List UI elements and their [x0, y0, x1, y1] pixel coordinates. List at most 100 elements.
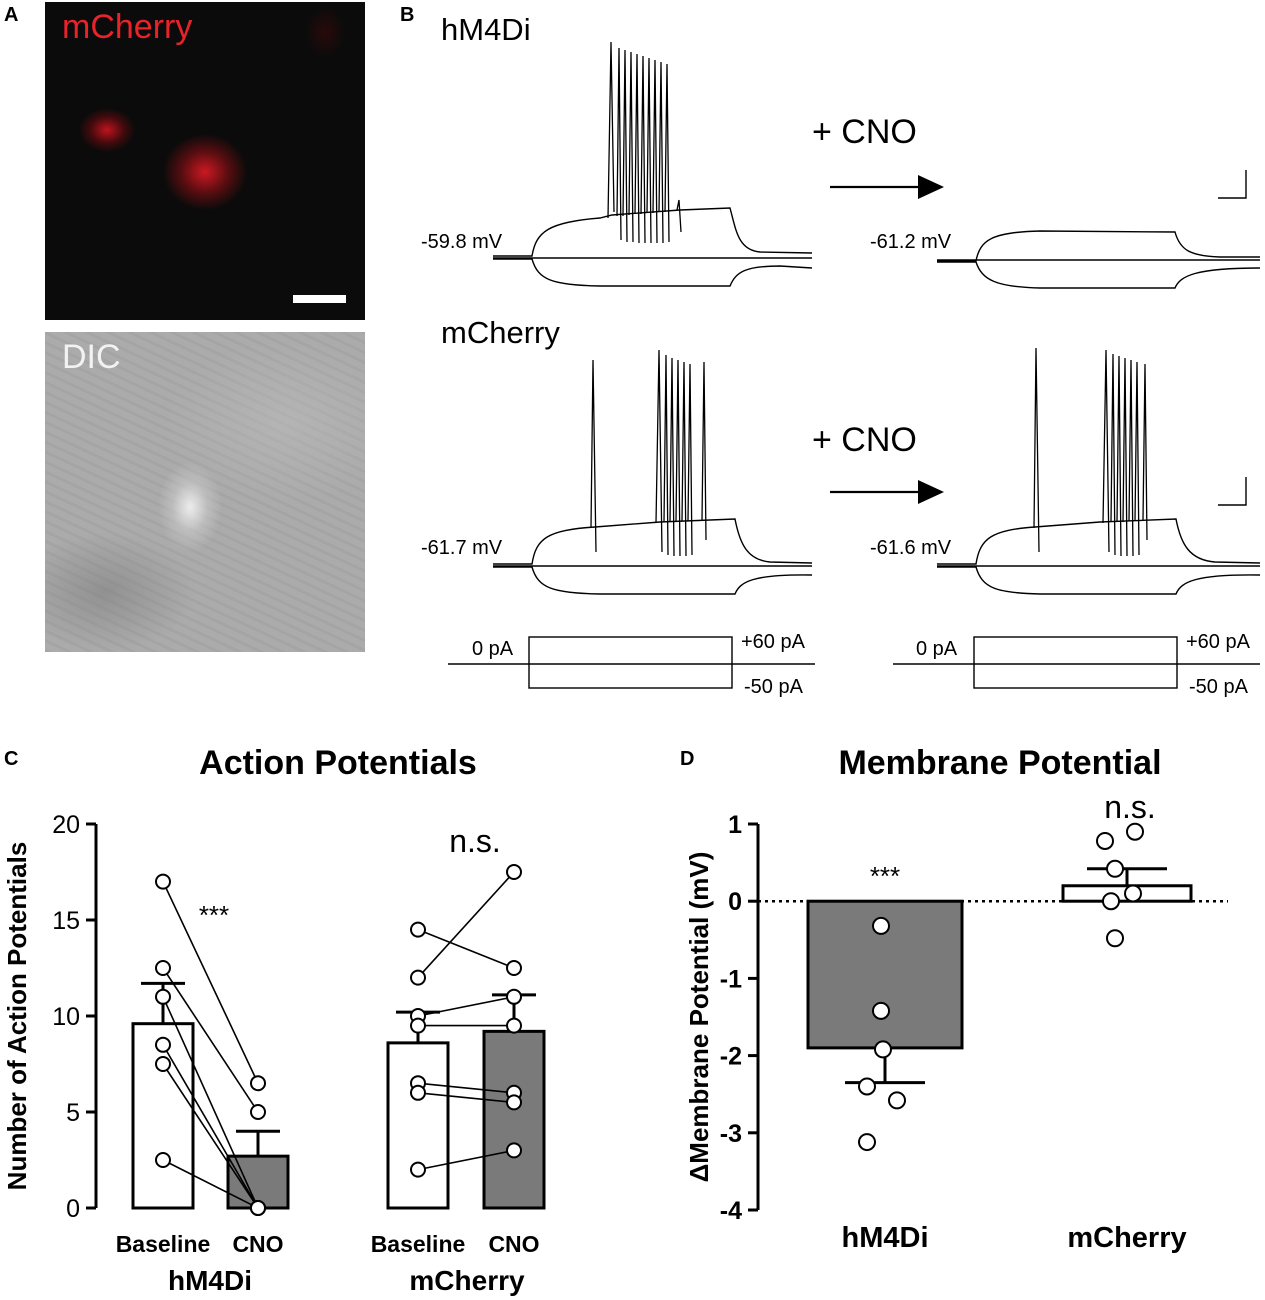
chart-d-xtick-label: mCherry: [1067, 1222, 1186, 1254]
chart-d-ytick-label: -4: [720, 1197, 742, 1225]
chart-c-point: [155, 873, 171, 890]
chart-c-xtick-label: CNO: [488, 1231, 539, 1257]
chart-d-ytick-label: -3: [720, 1120, 742, 1148]
chart-c-ylabel: Number of Action Potentials: [2, 842, 32, 1191]
chart-d-point: [858, 1133, 876, 1152]
mcherry-cno-trace-depol: [937, 518, 1261, 565]
chart-c-ytick-label: 15: [52, 907, 80, 935]
chart-d-ytick-label: 0: [728, 888, 742, 916]
protocol-zero-label-left: 0 pA: [472, 638, 514, 660]
chart-d-point: [872, 1001, 890, 1020]
mcherry-cno-trace-hyperpol: [937, 566, 1261, 595]
chart-c-point: [155, 1056, 171, 1072]
chart-c-point: [155, 1152, 171, 1168]
panel-letter-c: C: [4, 748, 19, 770]
chart-c-ytick-label: 10: [52, 1003, 80, 1031]
row1-name: hM4Di: [441, 12, 531, 47]
mcherry-cno-spikes: [1033, 347, 1148, 557]
arrow-row1: [830, 175, 944, 199]
chart-c-bar: [386, 1041, 450, 1210]
chart-c-ytick-label: 20: [52, 811, 80, 839]
traces-panel: hM4Di + CNO -59.8 mV -61.2 mV mCherry + …: [421, 12, 1261, 698]
chart-d-point: [872, 916, 890, 935]
chart-c-pair-line: [417, 871, 515, 979]
chart-c-pair-line: [417, 996, 515, 1017]
chart-d-point: [1106, 929, 1124, 948]
scale-bar-row1: [1218, 170, 1247, 199]
chart-c-pair-line: [162, 996, 259, 1209]
chart-c-xtick-label: CNO: [232, 1231, 283, 1257]
hm4di-baseline-spikes: [607, 41, 682, 244]
chart-c-point: [506, 1017, 522, 1034]
chart-c-point: [155, 960, 171, 976]
chart-d-point: [888, 1091, 906, 1110]
scale-bar: [293, 295, 346, 303]
arrow-row2: [830, 480, 944, 504]
chart-c-title: Action Potentials: [199, 744, 477, 782]
chart-c-pair-line: [417, 928, 515, 969]
chart-c-point: [506, 864, 522, 880]
chart-d-annotation: ***: [870, 861, 900, 891]
scale-bar-row2: [1218, 477, 1247, 506]
mcherry-baseline-trace-hyperpol: [493, 566, 813, 595]
chart-c-point: [410, 1084, 426, 1101]
hm4di-baseline-trace-hyperpol: [493, 258, 813, 287]
row2-name: mCherry: [441, 315, 560, 350]
row2-treatment: + CNO: [812, 421, 917, 459]
chart-d-point: [874, 1040, 892, 1059]
row2-cno-vm: -61.6 mV: [870, 537, 952, 559]
protocol-neg-label-right: -50 pA: [1189, 676, 1249, 698]
chart-c-annotation: n.s.: [449, 823, 501, 859]
chart-c-ytick-label: 5: [66, 1099, 80, 1127]
chart-c-xtick-label: Baseline: [371, 1231, 466, 1257]
protocol-pos-label-left: +60 pA: [741, 631, 806, 653]
action-potentials-chart: Action Potentials Number of Action Potent…: [2, 744, 546, 1296]
chart-c-bar: [131, 1022, 195, 1210]
mcherry-image-label: mCherry: [62, 8, 193, 46]
panel-letter-a: A: [4, 4, 19, 26]
chart-c-pair-line: [162, 967, 259, 1113]
chart-c-point: [155, 988, 171, 1005]
chart-c-pair-line: [162, 1063, 259, 1209]
row2-baseline-vm: -61.7 mV: [421, 537, 503, 559]
chart-c-group-label: hM4Di: [168, 1265, 252, 1296]
mcherry-baseline-trace-depol: [493, 518, 813, 565]
chart-c-pair-line: [162, 881, 259, 1084]
chart-c-point: [506, 1142, 522, 1159]
protocol-baseline-step-box: [528, 636, 733, 689]
chart-d-title: Membrane Potential: [838, 744, 1161, 782]
protocol-cno-step-box: [973, 636, 1178, 689]
row1-treatment: + CNO: [812, 113, 917, 151]
chart-d-point: [1124, 884, 1142, 903]
chart-d-point: [858, 1077, 876, 1096]
membrane-potential-chart: Membrane Potential ΔMembrane Potential (m…: [684, 744, 1228, 1254]
chart-c-xtick-label: Baseline: [116, 1231, 211, 1257]
panel-letter-d: D: [680, 748, 695, 770]
chart-c-point: [410, 1161, 426, 1178]
chart-d-point: [1126, 822, 1144, 841]
chart-d-annotation: n.s.: [1104, 789, 1156, 825]
chart-d-point: [1102, 892, 1120, 911]
chart-c-pair-line: [162, 1159, 259, 1209]
chart-c-bar: [482, 1029, 546, 1210]
hm4di-cno-trace-depol: [937, 230, 1260, 262]
panel-letter-b: B: [400, 4, 415, 26]
chart-c-pair-line: [417, 1149, 515, 1171]
chart-c-point: [506, 988, 522, 1005]
chart-c-annotation: ***: [199, 900, 229, 930]
chart-c-point: [410, 921, 426, 938]
chart-d-ytick-label: -1: [720, 965, 742, 993]
chart-c-point: [410, 969, 426, 986]
mcherry-baseline-spikes: [590, 349, 707, 557]
dic-image-label: DIC: [62, 338, 121, 376]
spike-group: [590, 41, 1148, 557]
chart-c-pair-line: [162, 1044, 259, 1209]
protocol-neg-label-left: -50 pA: [744, 676, 804, 698]
protocol-pos-label-right: +60 pA: [1186, 631, 1251, 653]
chart-c-point: [250, 1200, 266, 1216]
hm4di-cno-trace-hyperpol: [937, 261, 1261, 289]
chart-c-ytick-label: 0: [66, 1195, 80, 1223]
row1-baseline-vm: -59.8 mV: [421, 231, 503, 253]
chart-d-point: [1096, 831, 1114, 850]
hm4di-baseline-trace-depol: [493, 207, 813, 257]
